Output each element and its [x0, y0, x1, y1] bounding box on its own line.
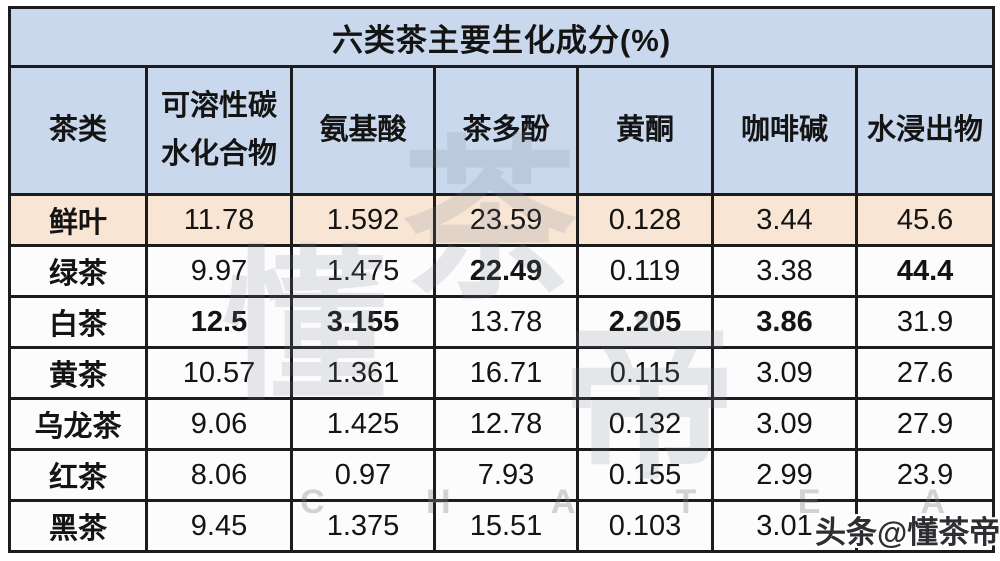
value-cell: 10.57 [145, 346, 293, 400]
tea-type-cell: 红茶 [8, 448, 148, 502]
table-row-white-tea: 白茶 12.5 3.155 13.78 2.205 3.86 31.9 [8, 295, 996, 349]
column-header-water-extract: 水浸出物 [854, 65, 996, 196]
value-cell: 0.155 [576, 448, 714, 502]
table-row-oolong-tea: 乌龙茶 9.06 1.425 12.78 0.132 3.09 27.9 [8, 397, 996, 451]
table-row-black-tea: 红茶 8.06 0.97 7.93 0.155 2.99 23.9 [8, 448, 996, 502]
value-cell: 0.115 [576, 346, 714, 400]
value-cell: 12.78 [433, 397, 579, 451]
watermark-author-badge: 头条@懂茶帝 [815, 515, 1000, 550]
column-header-tea-polyphenols: 茶多酚 [433, 65, 579, 196]
value-cell: 7.93 [433, 448, 579, 502]
value-cell: 9.45 [145, 499, 293, 553]
value-cell: 2.99 [711, 448, 858, 502]
value-cell: 0.97 [290, 448, 436, 502]
value-cell: 1.375 [290, 499, 436, 553]
value-cell: 16.71 [433, 346, 579, 400]
value-cell: 22.49 [433, 244, 579, 298]
column-header-tea-type: 茶类 [8, 65, 148, 196]
tea-type-cell: 鲜叶 [8, 193, 148, 247]
value-cell: 3.86 [711, 295, 858, 349]
table-row-fresh-leaf: 鲜叶 11.78 1.592 23.59 0.128 3.44 45.6 [8, 193, 996, 247]
column-header-caffeine: 咖啡碱 [711, 65, 858, 196]
value-cell: 1.592 [290, 193, 436, 247]
value-cell: 1.475 [290, 244, 436, 298]
value-cell: 45.6 [854, 193, 996, 247]
table-row-yellow-tea: 黄茶 10.57 1.361 16.71 0.115 3.09 27.6 [8, 346, 996, 400]
column-header-soluble-carbs: 可溶性碳水化合物 [145, 65, 293, 196]
value-cell: 9.06 [145, 397, 293, 451]
value-cell: 3.38 [711, 244, 858, 298]
value-cell: 31.9 [854, 295, 996, 349]
value-cell: 13.78 [433, 295, 579, 349]
value-cell: 44.4 [854, 244, 996, 298]
tea-type-cell: 黄茶 [8, 346, 148, 400]
value-cell: 3.09 [711, 397, 858, 451]
value-cell: 3.09 [711, 346, 858, 400]
table-row-dark-tea: 黑茶 9.45 1.375 15.51 0.103 3.01 [8, 499, 996, 553]
value-cell: 0.128 [576, 193, 714, 247]
value-cell: 23.59 [433, 193, 579, 247]
value-cell: 0.132 [576, 397, 714, 451]
value-cell [854, 499, 996, 553]
header-row: 茶类 可溶性碳水化合物 氨基酸 茶多酚 黄酮 咖啡碱 水浸出物 [8, 65, 996, 196]
value-cell: 11.78 [145, 193, 293, 247]
value-cell: 27.9 [854, 397, 996, 451]
value-cell: 27.6 [854, 346, 996, 400]
value-cell: 23.9 [854, 448, 996, 502]
tea-type-cell: 白茶 [8, 295, 148, 349]
tea-type-cell: 绿茶 [8, 244, 148, 298]
value-cell: 8.06 [145, 448, 293, 502]
value-cell: 3.155 [290, 295, 436, 349]
table-title: 六类茶主要生化成分(%) [7, 6, 996, 68]
table-row-green-tea: 绿茶 9.97 1.475 22.49 0.119 3.38 44.4 [8, 244, 996, 298]
value-cell: 0.119 [576, 244, 714, 298]
value-cell: 15.51 [433, 499, 579, 553]
tea-type-cell: 乌龙茶 [8, 397, 148, 451]
value-cell: 3.44 [711, 193, 858, 247]
tea-type-cell: 黑茶 [8, 499, 148, 553]
value-cell: 1.361 [290, 346, 436, 400]
column-header-amino-acids: 氨基酸 [290, 65, 436, 196]
column-header-flavones: 黄酮 [576, 65, 714, 196]
value-cell: 9.97 [145, 244, 293, 298]
value-cell: 3.01 [711, 499, 858, 553]
value-cell: 0.103 [576, 499, 714, 553]
title-row: 六类茶主要生化成分(%) [7, 6, 996, 68]
value-cell: 12.5 [145, 295, 293, 349]
value-cell: 1.425 [290, 397, 436, 451]
tea-composition-table: 六类茶主要生化成分(%) 茶类 可溶性碳水化合物 氨基酸 茶多酚 黄酮 咖啡碱 … [7, 6, 996, 553]
value-cell: 2.205 [576, 295, 714, 349]
